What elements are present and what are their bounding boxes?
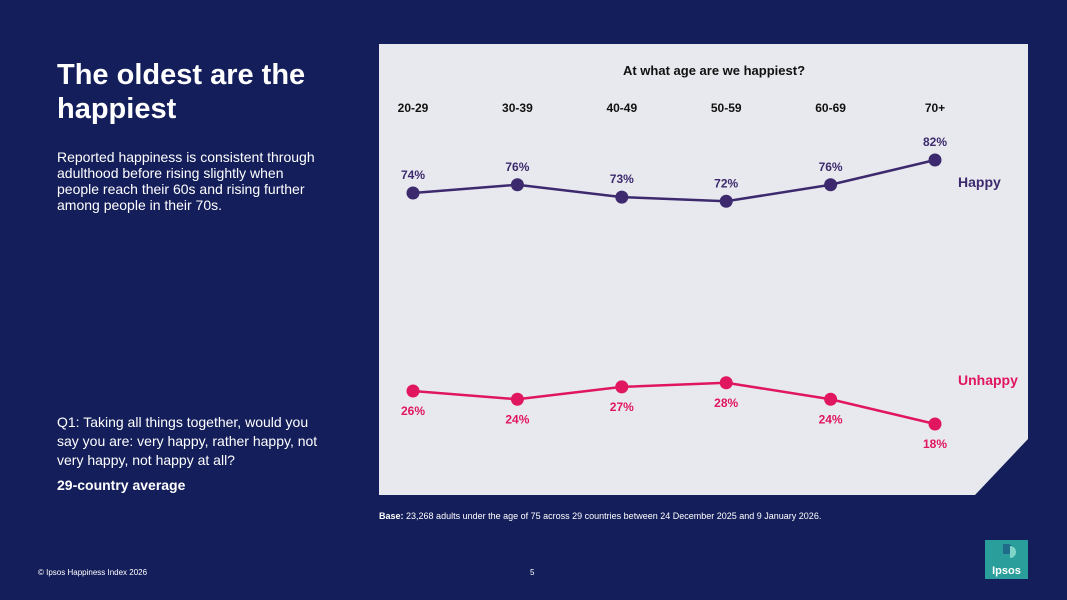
series-line-happy xyxy=(413,160,935,201)
data-point xyxy=(407,385,420,398)
data-point xyxy=(929,154,942,167)
data-label: 74% xyxy=(401,168,425,182)
category-label: 30-39 xyxy=(502,101,533,115)
data-label: 76% xyxy=(819,160,843,174)
data-label: 26% xyxy=(401,404,425,418)
intro-text: Reported happiness is consistent through… xyxy=(57,149,315,213)
data-label: 73% xyxy=(610,172,634,186)
base-text: 23,268 adults under the age of 75 across… xyxy=(406,511,822,521)
data-point xyxy=(615,191,628,204)
category-label: 20-29 xyxy=(398,101,429,115)
data-point xyxy=(511,178,524,191)
age-happiness-chart: At what age are we happiest? 20-29 30-39 4… xyxy=(379,44,1028,495)
data-label: 27% xyxy=(610,400,634,414)
question-text: Q1: Taking all things together, would yo… xyxy=(57,414,318,468)
data-point xyxy=(511,393,524,406)
data-point xyxy=(615,380,628,393)
chart-title: At what age are we happiest? xyxy=(623,63,805,78)
data-point xyxy=(720,195,733,208)
ipsos-logo: Ipsos xyxy=(985,540,1028,579)
data-point xyxy=(407,187,420,200)
legend-label-unhappy: Unhappy xyxy=(958,372,1018,388)
data-label: 76% xyxy=(505,160,529,174)
chart-panel: At what age are we happiest? 20-29 30-39 4… xyxy=(379,44,1028,495)
page-number: 5 xyxy=(530,568,535,577)
category-label: 70+ xyxy=(925,101,945,115)
data-label: 72% xyxy=(714,176,738,190)
data-label: 24% xyxy=(505,412,529,426)
data-point xyxy=(929,418,942,431)
footer-copyright: © Ipsos Happiness Index 2026 xyxy=(38,568,148,577)
category-label: 50-59 xyxy=(711,101,742,115)
data-point xyxy=(720,376,733,389)
data-label: 28% xyxy=(714,396,738,410)
data-label: 18% xyxy=(923,437,947,451)
logo-mark-icon xyxy=(1003,544,1016,558)
page-title: The oldest are the happiest xyxy=(57,59,306,125)
data-point xyxy=(824,393,837,406)
category-label: 60-69 xyxy=(815,101,846,115)
legend-label-happy: Happy xyxy=(958,174,1001,190)
category-label: 40-49 xyxy=(606,101,637,115)
series-line-unhappy xyxy=(413,383,935,424)
base-label: Base: xyxy=(379,511,404,521)
logo-text: Ipsos xyxy=(992,565,1021,577)
data-label: 24% xyxy=(819,412,843,426)
average-label: 29-country average xyxy=(57,477,186,493)
data-label: 82% xyxy=(923,135,947,149)
base-note: Base: 23,268 adults under the age of 75 … xyxy=(379,511,821,521)
data-point xyxy=(824,178,837,191)
